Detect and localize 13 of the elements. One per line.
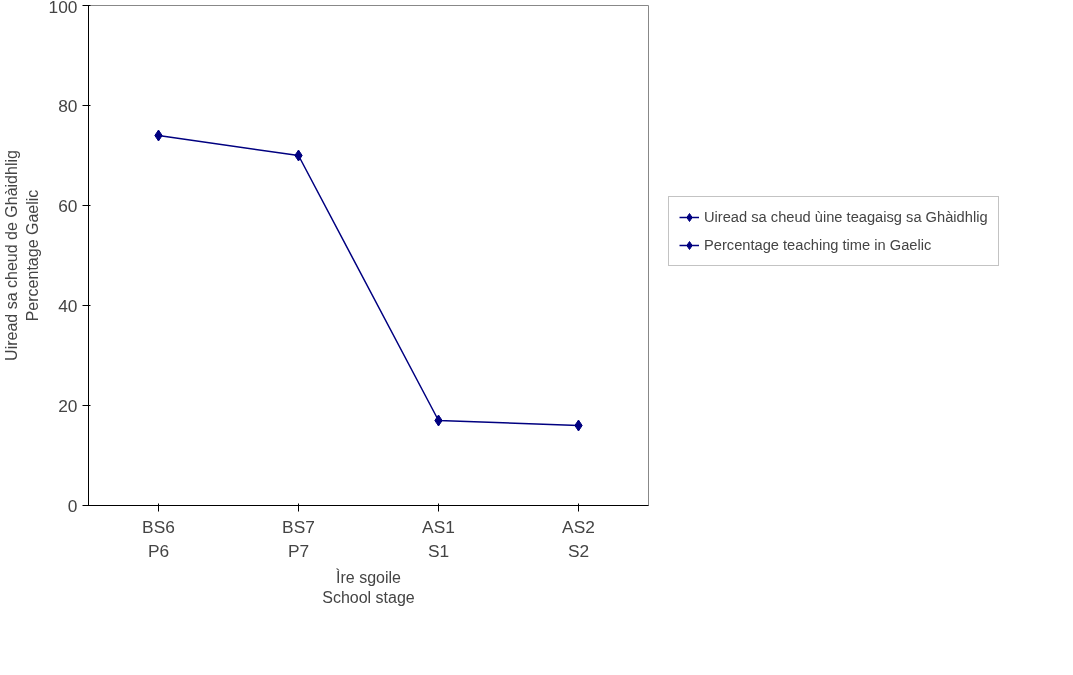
- x-tick-label: AS2 S2: [562, 516, 595, 561]
- x-tick-label: BS7 P7: [282, 516, 315, 561]
- x-tick-label: BS6 P6: [142, 516, 175, 561]
- legend-label: Uiread sa cheud ùine teagaisg sa Ghàidhlig Percentage teaching time in Gaelic: [704, 209, 988, 253]
- y-axis-title: Uiread sa cheud de Ghàidhlig Percentage Gaelic: [3, 150, 41, 361]
- x-axis-title: Ìre sgoile School stage: [322, 567, 415, 606]
- y-tick-label: 20: [58, 395, 78, 416]
- y-tick-label: 40: [58, 295, 78, 316]
- y-tick-label: 100: [48, 0, 78, 17]
- y-tick-label: 80: [58, 95, 78, 116]
- y-tick-label: 60: [58, 195, 78, 216]
- y-tick-label: 0: [67, 495, 78, 516]
- x-tick-label: AS1 S1: [422, 516, 455, 561]
